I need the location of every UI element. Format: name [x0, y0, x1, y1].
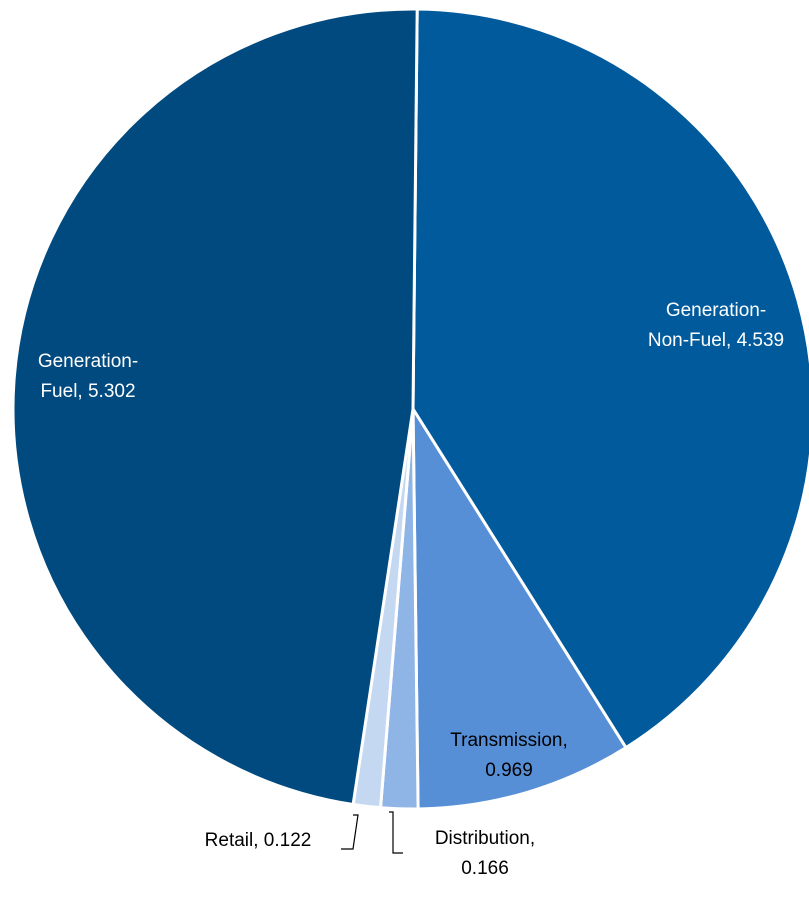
pie-slice-generation-non-fuel	[411, 7, 809, 750]
pie-slice-transmission	[411, 407, 628, 811]
leader-lines	[341, 811, 403, 854]
data-label-generation-non-fuel: Generation- Non-Fuel, 4.539	[648, 300, 784, 351]
data-label-line: 0.969	[485, 760, 533, 781]
pie-slice-generation-fuel	[11, 7, 419, 806]
data-label-line: Distribution,	[435, 828, 535, 849]
data-label-distribution: Distribution, 0.166	[435, 828, 535, 879]
data-label-line: Retail, 0.122	[205, 830, 312, 851]
data-label-generation-fuel: Generation- Fuel, 5.302	[38, 351, 138, 402]
data-label-line: Fuel, 5.302	[40, 381, 135, 402]
data-label-line: Generation-	[666, 300, 766, 321]
pie-slices	[11, 7, 809, 811]
leader-line-distribution	[389, 811, 403, 854]
data-label-line: 0.166	[461, 858, 509, 879]
data-label-line: Generation-	[38, 351, 138, 372]
data-label-transmission: Transmission, 0.969	[450, 730, 568, 781]
data-label-line: Transmission,	[450, 730, 568, 751]
leader-line-retail	[341, 814, 359, 850]
data-label-line: Non-Fuel, 4.539	[648, 330, 784, 351]
data-label-retail: Retail, 0.122	[205, 830, 312, 851]
data-labels: Generation- Non-Fuel, 4.539 Transmission, 0…	[38, 300, 784, 879]
